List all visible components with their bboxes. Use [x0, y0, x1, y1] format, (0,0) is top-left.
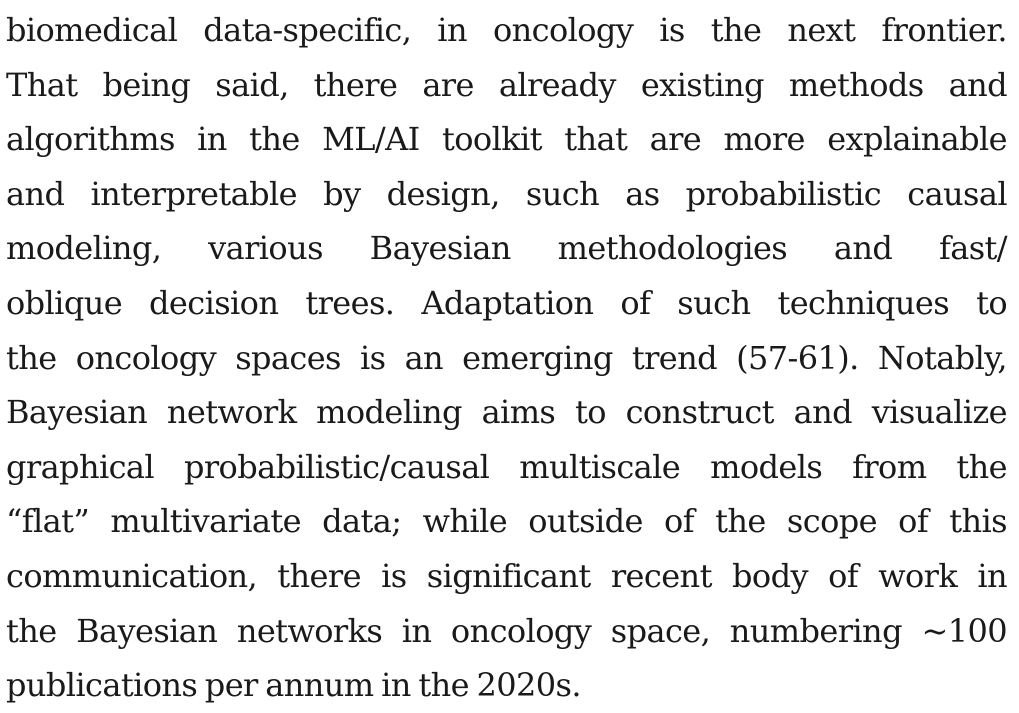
text-line-11: communication, there is significant rece…: [6, 556, 1008, 595]
text-line-2: That being said, there are already exist…: [6, 65, 1008, 104]
text-line-4: and interpretable by design, such as pro…: [6, 174, 1008, 213]
text-line-6: oblique decision trees. Adaptation of su…: [6, 283, 1008, 322]
text-line-7: the oncology spaces is an emerging trend…: [6, 338, 1008, 377]
text-line-10: “flat” multivariate data; while outside …: [6, 502, 1008, 541]
body-paragraph: biomedical data-specific, in oncology is…: [6, 0, 1008, 713]
text-line-9: graphical probabilistic/causal multiscal…: [6, 447, 1008, 486]
text-line-1: biomedical data-specific, in oncology is…: [6, 11, 1008, 49]
text-line-13: publications per annum in the 2020s.: [6, 666, 582, 705]
text-line-5: modeling, various Bayesian methodologies…: [6, 229, 1008, 268]
text-line-8: Bayesian network modeling aims to constr…: [6, 393, 1008, 432]
text-line-12: the Bayesian networks in oncology space,…: [6, 611, 1008, 650]
text-line-3: algorithms in the ML/AI toolkit that are…: [6, 120, 1008, 159]
